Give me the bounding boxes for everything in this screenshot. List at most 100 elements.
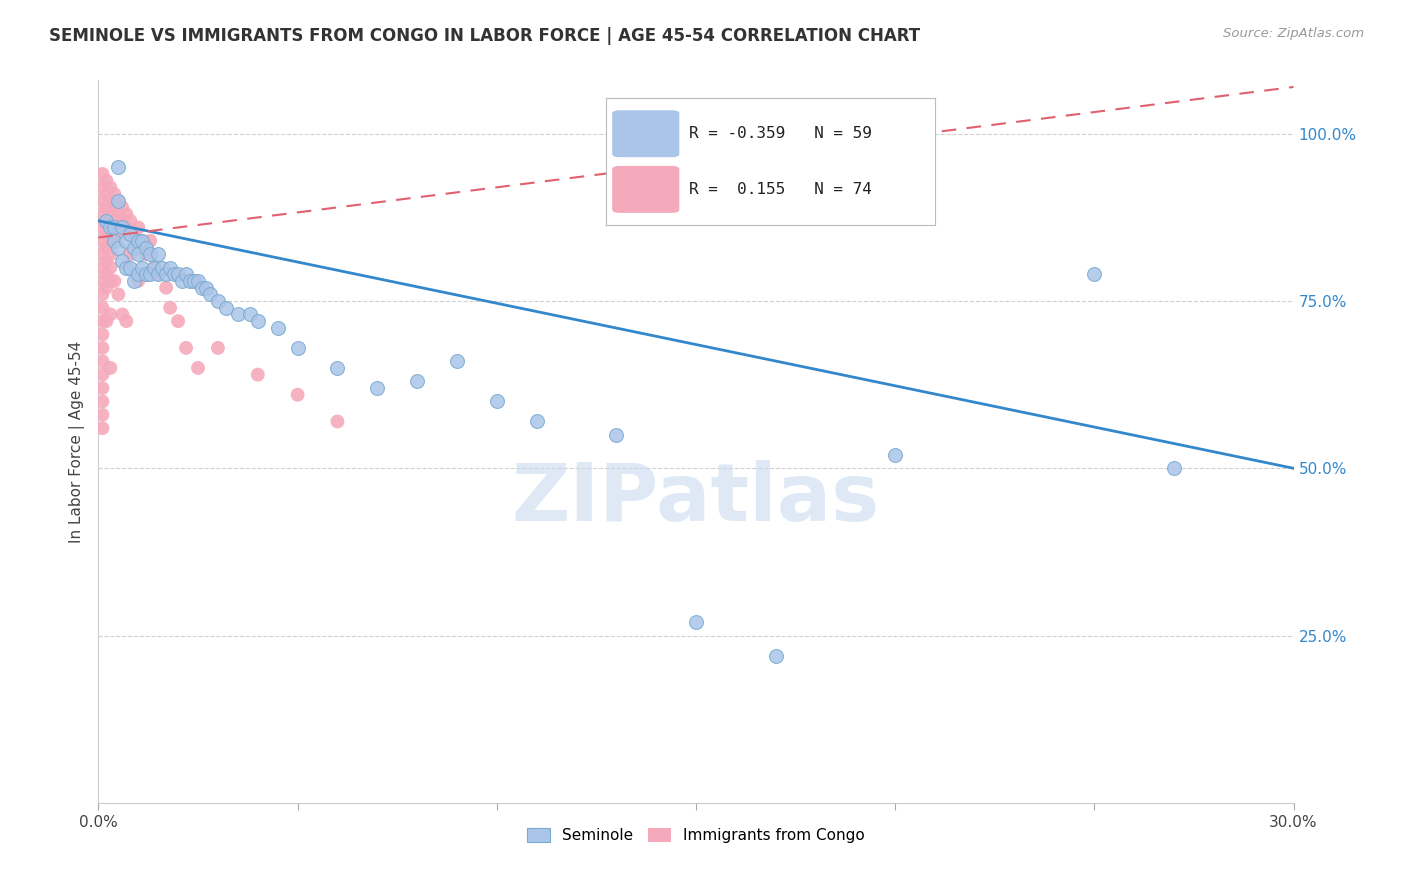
Point — [96, 214, 118, 228]
Point — [103, 234, 125, 248]
Point — [98, 361, 122, 376]
Point — [98, 180, 122, 194]
Point — [127, 274, 149, 288]
Point — [1083, 268, 1105, 282]
Point — [96, 187, 118, 202]
Point — [1163, 461, 1185, 475]
Point — [246, 314, 269, 328]
Point — [107, 227, 129, 242]
Point — [96, 254, 118, 268]
Point — [685, 615, 707, 630]
Point — [115, 260, 138, 275]
Point — [103, 274, 125, 288]
Point — [115, 220, 138, 235]
Point — [91, 260, 114, 275]
Point — [155, 268, 177, 282]
Point — [103, 234, 125, 248]
Text: Source: ZipAtlas.com: Source: ZipAtlas.com — [1223, 27, 1364, 40]
Point — [96, 241, 118, 255]
Point — [91, 180, 114, 194]
Point — [98, 307, 122, 322]
Point — [131, 234, 153, 248]
Point — [91, 408, 114, 422]
Point — [91, 274, 114, 288]
Point — [120, 247, 142, 261]
Point — [215, 301, 238, 315]
Point — [91, 167, 114, 181]
Point — [239, 307, 262, 322]
Point — [98, 207, 122, 221]
Point — [120, 227, 142, 242]
Point — [143, 260, 166, 275]
Point — [98, 247, 122, 261]
Point — [91, 194, 114, 208]
Point — [107, 194, 129, 208]
Point — [127, 234, 149, 248]
Point — [287, 387, 309, 401]
Point — [115, 207, 138, 221]
Point — [107, 241, 129, 255]
Point — [98, 220, 122, 235]
Point — [91, 381, 114, 395]
Point — [135, 268, 157, 282]
Point — [155, 281, 177, 295]
Point — [183, 274, 205, 288]
Point — [124, 241, 146, 255]
Point — [884, 448, 907, 462]
Point — [765, 648, 787, 663]
Point — [207, 294, 229, 309]
Legend: Seminole, Immigrants from Congo: Seminole, Immigrants from Congo — [520, 822, 872, 849]
Point — [103, 220, 125, 235]
Point — [366, 381, 388, 395]
Point — [111, 254, 134, 268]
Point — [91, 341, 114, 355]
Point — [139, 234, 162, 248]
Point — [135, 241, 157, 255]
Point — [124, 227, 146, 242]
Point — [96, 268, 118, 282]
Point — [167, 268, 190, 282]
Point — [174, 268, 197, 282]
Point — [127, 220, 149, 235]
Point — [526, 414, 548, 429]
Point — [406, 375, 429, 389]
Point — [91, 421, 114, 435]
Point — [179, 274, 201, 288]
Point — [103, 214, 125, 228]
Point — [139, 247, 162, 261]
Point — [96, 314, 118, 328]
Point — [226, 307, 249, 322]
Y-axis label: In Labor Force | Age 45-54: In Labor Force | Age 45-54 — [69, 341, 84, 542]
Point — [172, 274, 194, 288]
Point — [96, 281, 118, 295]
Point — [91, 354, 114, 368]
Point — [198, 287, 221, 301]
Point — [111, 214, 134, 228]
Text: SEMINOLE VS IMMIGRANTS FROM CONGO IN LABOR FORCE | AGE 45-54 CORRELATION CHART: SEMINOLE VS IMMIGRANTS FROM CONGO IN LAB… — [49, 27, 921, 45]
Point — [103, 187, 125, 202]
Point — [287, 341, 309, 355]
Point — [91, 247, 114, 261]
Point — [326, 361, 349, 376]
Point — [174, 341, 197, 355]
Point — [187, 274, 209, 288]
Point — [148, 247, 170, 261]
Point — [267, 321, 290, 335]
Point — [111, 307, 134, 322]
Point — [127, 247, 149, 261]
Point — [148, 268, 170, 282]
Point — [115, 234, 138, 248]
Point — [120, 214, 142, 228]
Point — [98, 234, 122, 248]
Point — [148, 268, 170, 282]
Point — [91, 368, 114, 382]
Point — [163, 268, 186, 282]
Point — [115, 314, 138, 328]
Point — [139, 268, 162, 282]
Point — [159, 260, 181, 275]
Point — [124, 274, 146, 288]
Point — [103, 201, 125, 215]
Point — [195, 281, 218, 295]
Point — [91, 207, 114, 221]
Point — [107, 161, 129, 175]
